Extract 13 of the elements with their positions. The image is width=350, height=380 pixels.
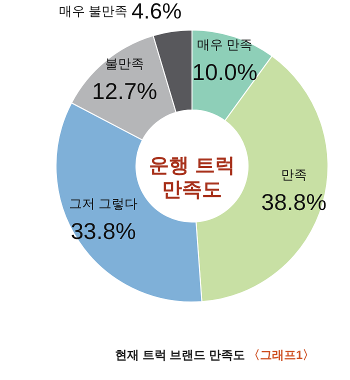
slice-label: 그저 그렇다 [69, 196, 138, 212]
text: 운행 트럭 만족도 [149, 155, 235, 201]
slice-label: 만족 [280, 167, 307, 182]
text: 현재 트럭 브랜드 만족도 [114, 348, 245, 362]
slice-label: 매우 불만족 [58, 4, 128, 19]
data-label: 10.0% [192, 59, 258, 86]
data-label: 12.7% [92, 78, 158, 104]
data-label: 4.6% [132, 0, 182, 24]
slice-label: 매우 만족 [196, 37, 253, 52]
data-label: 33.8% [70, 218, 136, 244]
text: 〈그래프1〉 [248, 348, 315, 362]
slice-label: 불만족 [105, 56, 144, 72]
data-label: 38.8% [261, 189, 327, 216]
